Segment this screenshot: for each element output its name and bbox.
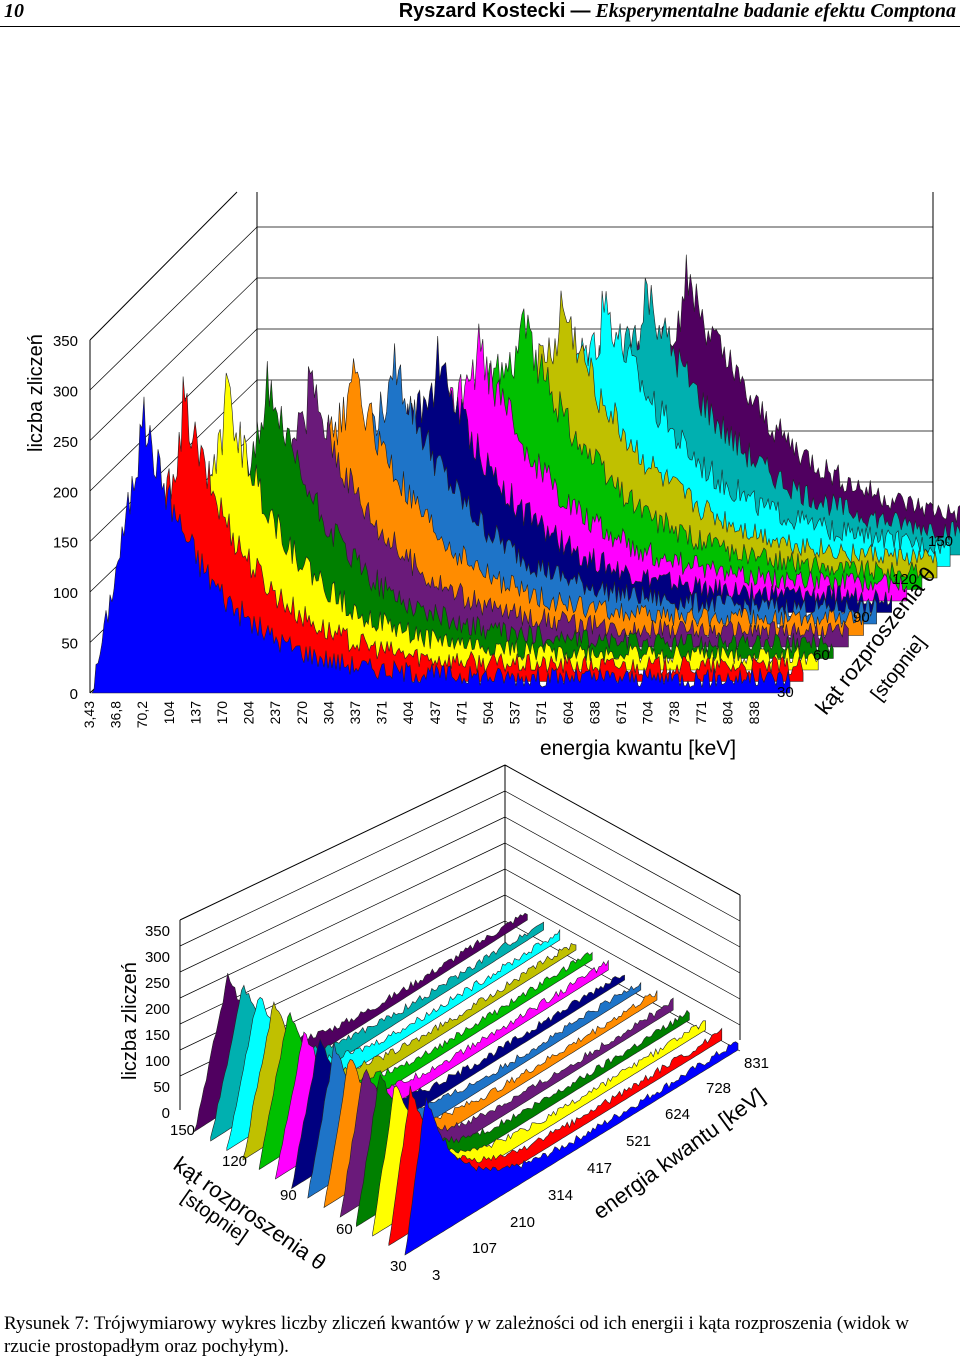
y-tick-label: 50 xyxy=(153,1079,170,1096)
chart-perpendicular-view: 350 300 250 200 150 100 50 0 3,43 36,8 70,2 104 137… xyxy=(25,191,960,760)
y-tick-label: 150 xyxy=(145,1027,170,1044)
x-tick-label: 170 xyxy=(214,701,230,725)
x-tick-label: 728 xyxy=(706,1080,731,1097)
caption-text-before: Trójwymiarowy wykres liczby zliczeń kwan… xyxy=(93,1313,461,1334)
running-title: Ryszard Kostecki — Eksperymentalne badan… xyxy=(399,0,956,23)
caption-label: Rysunek 7: xyxy=(4,1313,90,1334)
x-tick-label: 210 xyxy=(510,1214,535,1231)
y-tick-label: 50 xyxy=(61,636,78,653)
x-tick-label: 521 xyxy=(626,1133,651,1150)
caption-gamma: γ xyxy=(465,1313,473,1334)
page-number: 10 xyxy=(4,0,24,22)
x-tick-label: 137 xyxy=(187,701,203,725)
x-tick-label: 36,8 xyxy=(108,701,124,728)
x-tick-label: 571 xyxy=(533,701,549,725)
y-tick-label: 200 xyxy=(53,484,78,501)
z-tick-label: 90 xyxy=(280,1187,297,1204)
author-name: Ryszard Kostecki xyxy=(398,0,566,22)
x-tick-label: 504 xyxy=(480,701,496,725)
x-tick-label: 604 xyxy=(560,701,576,725)
y-tick-label: 300 xyxy=(145,949,170,966)
y-tick-label: 300 xyxy=(53,383,78,400)
figure-caption: Rysunek 7: Trójwymiarowy wykres liczby z… xyxy=(4,1312,960,1358)
z-tick-label: 120 xyxy=(892,571,917,588)
x-tick-label: 70,2 xyxy=(134,701,150,728)
spectrum-series-1 xyxy=(114,376,804,683)
y-tick-label: 100 xyxy=(53,585,78,602)
y-tick-label: 200 xyxy=(145,1001,170,1018)
x-tick-label: 107 xyxy=(472,1240,497,1257)
x-tick-label: 638 xyxy=(586,701,602,725)
x-tick-label: 314 xyxy=(548,1187,573,1204)
x-axis-label: energia kwantu [keV] xyxy=(540,737,736,760)
paper-title: Eksperymentalne badanie efektu Comptona xyxy=(595,0,956,22)
chart-oblique-view: 350 300 250 200 150 100 50 0 3 107 210 314 417 521 62… xyxy=(119,764,769,1284)
z-tick-label: 150 xyxy=(170,1122,195,1139)
page-header: 10 Ryszard Kostecki — Eksperymentalne ba… xyxy=(0,0,960,27)
x-tick-label: 237 xyxy=(267,701,283,725)
z-tick-label: 30 xyxy=(390,1258,407,1275)
x-tick-label: 437 xyxy=(427,701,443,725)
z-tick-label: 60 xyxy=(336,1221,353,1238)
x-tick-label: 270 xyxy=(294,701,310,725)
x-tick-label: 738 xyxy=(666,701,682,725)
caption-text-after: w zależności od ich energii i kąta rozpr… xyxy=(4,1313,910,1357)
x-tick-label: 704 xyxy=(640,701,656,725)
y-tick-label: 250 xyxy=(53,434,78,451)
z-tick-label: 30 xyxy=(777,684,794,701)
z-tick-label: 120 xyxy=(222,1153,247,1170)
x-tick-label: 804 xyxy=(719,701,735,725)
x-tick-label: 537 xyxy=(507,701,523,725)
x-tick-label: 838 xyxy=(746,701,762,725)
y-axis-label: liczba zliczeń xyxy=(25,334,47,452)
x-tick-label: 204 xyxy=(241,701,257,725)
spectrum-series-0 xyxy=(91,396,791,694)
z-tick-label: 150 xyxy=(928,533,953,550)
x-tick-label: 3,43 xyxy=(81,701,97,728)
x-tick-label: 624 xyxy=(665,1106,690,1123)
y-tick-label: 0 xyxy=(70,686,78,703)
y-tick-label: 250 xyxy=(145,975,170,992)
spectrum-series-3 xyxy=(161,361,834,659)
title-dash: — xyxy=(570,0,591,22)
y-tick-label: 0 xyxy=(162,1105,170,1122)
y-tick-label: 150 xyxy=(53,535,78,552)
z-tick-label: 90 xyxy=(853,609,870,626)
x-tick-label: 371 xyxy=(374,701,390,725)
z-tick-label: 60 xyxy=(813,647,830,664)
x-tick-label: 404 xyxy=(400,701,416,725)
x-tick-label: 417 xyxy=(587,1160,612,1177)
x-tick-label: 3 xyxy=(432,1267,440,1284)
y-tick-label: 350 xyxy=(53,333,78,350)
x-tick-label: 337 xyxy=(347,701,363,725)
y-axis-label: liczba zliczeń xyxy=(119,962,141,1080)
x-tick-label: 304 xyxy=(320,701,336,725)
x-tick-label: 771 xyxy=(693,701,709,725)
y-tick-label: 350 xyxy=(145,923,170,940)
x-tick-label: 104 xyxy=(161,701,177,725)
x-tick-label: 831 xyxy=(744,1055,769,1072)
x-tick-label: 471 xyxy=(453,701,469,725)
x-tick-label: 671 xyxy=(613,701,629,725)
y-tick-label: 100 xyxy=(145,1053,170,1070)
spectrum-series-0 xyxy=(404,1041,739,1256)
